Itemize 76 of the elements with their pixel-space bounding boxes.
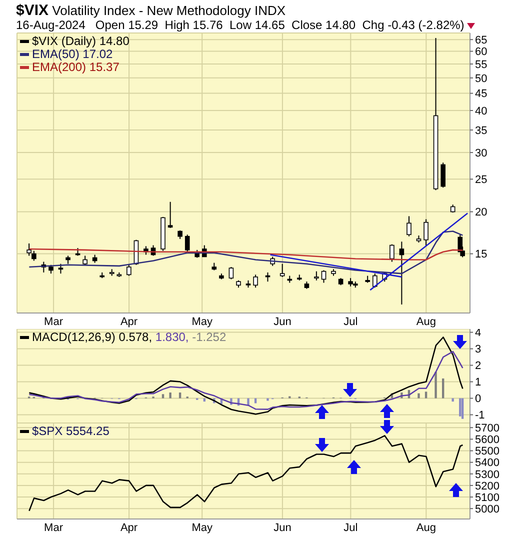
text: -1.252 bbox=[191, 330, 226, 344]
candlestick bbox=[406, 216, 412, 237]
y-tick-label: 5400 bbox=[475, 457, 500, 470]
y-tick-label: 65 bbox=[475, 34, 488, 46]
candlestick bbox=[321, 270, 326, 284]
candlestick bbox=[228, 266, 234, 280]
candlestick bbox=[440, 162, 446, 188]
bar bbox=[461, 398, 464, 419]
y-tick-label: 50 bbox=[475, 72, 488, 85]
y-tick-label: 5100 bbox=[475, 492, 500, 504]
bar bbox=[178, 392, 182, 398]
x-tick-label: Mar bbox=[44, 316, 64, 328]
y-tick-label: 0 bbox=[475, 393, 482, 406]
chart-subtitle: 16-Aug-2024 Open 15.29 High 15.76 Low 14.65 Close 14.80 Chg -0.43 (-2.82%) bbox=[16, 18, 464, 32]
y-tick-label: 3 bbox=[475, 344, 482, 356]
x-tick-label: Apr bbox=[120, 522, 138, 534]
chart-title: $VIX Volatility Index - New Methodology INDX bbox=[16, 2, 286, 19]
x-tick-label: Mar bbox=[44, 522, 64, 534]
legend-label: EMA(200) 15.37 bbox=[32, 60, 120, 74]
candlestick bbox=[253, 274, 258, 288]
legend-label: EMA(50) 17.02 bbox=[32, 47, 113, 61]
bar bbox=[169, 392, 172, 398]
x-tick-label: Jun bbox=[274, 522, 292, 534]
y-tick-label: 55 bbox=[475, 58, 488, 71]
bar bbox=[442, 378, 444, 398]
candlestick bbox=[424, 218, 428, 247]
y-tick-label: 60 bbox=[475, 46, 488, 58]
bar bbox=[459, 398, 462, 416]
candlestick bbox=[58, 263, 64, 274]
line-series bbox=[28, 435, 464, 512]
candlestick bbox=[32, 250, 36, 262]
x-tick-label: Aug bbox=[416, 522, 436, 534]
legend-label: $SPX 5554.25 bbox=[32, 424, 110, 438]
x-tick-label: May bbox=[192, 316, 213, 328]
y-tick-label: -1 bbox=[475, 410, 485, 422]
line-series bbox=[28, 230, 464, 274]
candlestick bbox=[390, 244, 394, 262]
y-tick-label: 1 bbox=[475, 376, 482, 389]
y-tick-label: 5200 bbox=[475, 480, 500, 492]
y-tick-label: 5700 bbox=[475, 422, 500, 435]
text: 1.830, bbox=[154, 330, 189, 344]
x-tick-label: Apr bbox=[120, 316, 138, 328]
candlestick bbox=[314, 270, 319, 281]
y-tick-label: 30 bbox=[475, 147, 488, 160]
y-tick-label: 20 bbox=[475, 206, 488, 219]
y-tick-label: 5300 bbox=[475, 468, 500, 481]
bar bbox=[434, 372, 437, 398]
candlestick bbox=[126, 264, 132, 276]
y-tick-label: 2 bbox=[475, 360, 482, 372]
y-tick-label: 5000 bbox=[475, 503, 500, 516]
x-tick-label: Jul bbox=[344, 522, 358, 534]
x-tick-label: Jul bbox=[344, 316, 358, 328]
y-tick-label: 35 bbox=[475, 124, 488, 137]
y-tick-label: 5600 bbox=[475, 434, 500, 446]
bar bbox=[418, 393, 420, 398]
bar bbox=[162, 394, 164, 398]
legend-label: $VIX (Daily) 14.80 bbox=[32, 34, 130, 48]
x-tick-label: May bbox=[192, 522, 213, 534]
y-tick-label: 15 bbox=[475, 248, 488, 261]
candlestick bbox=[280, 263, 285, 278]
candlestick bbox=[26, 242, 32, 256]
y-tick-label: 4 bbox=[475, 327, 482, 340]
candlestick bbox=[168, 201, 173, 228]
candlestick bbox=[372, 273, 378, 288]
y-tick-label: 5500 bbox=[475, 446, 500, 458]
bar bbox=[452, 398, 454, 402]
bar bbox=[424, 392, 428, 398]
bar bbox=[266, 398, 269, 401]
candlestick bbox=[399, 241, 404, 305]
legend-label: MACD(12,26,9) 0.578, bbox=[32, 330, 152, 344]
y-tick-label: 45 bbox=[475, 88, 488, 100]
y-tick-label: 25 bbox=[475, 174, 488, 186]
candlestick bbox=[184, 234, 190, 252]
x-tick-label: Aug bbox=[416, 316, 436, 328]
y-tick-label: 40 bbox=[475, 105, 488, 118]
x-tick-label: Jun bbox=[274, 316, 292, 328]
